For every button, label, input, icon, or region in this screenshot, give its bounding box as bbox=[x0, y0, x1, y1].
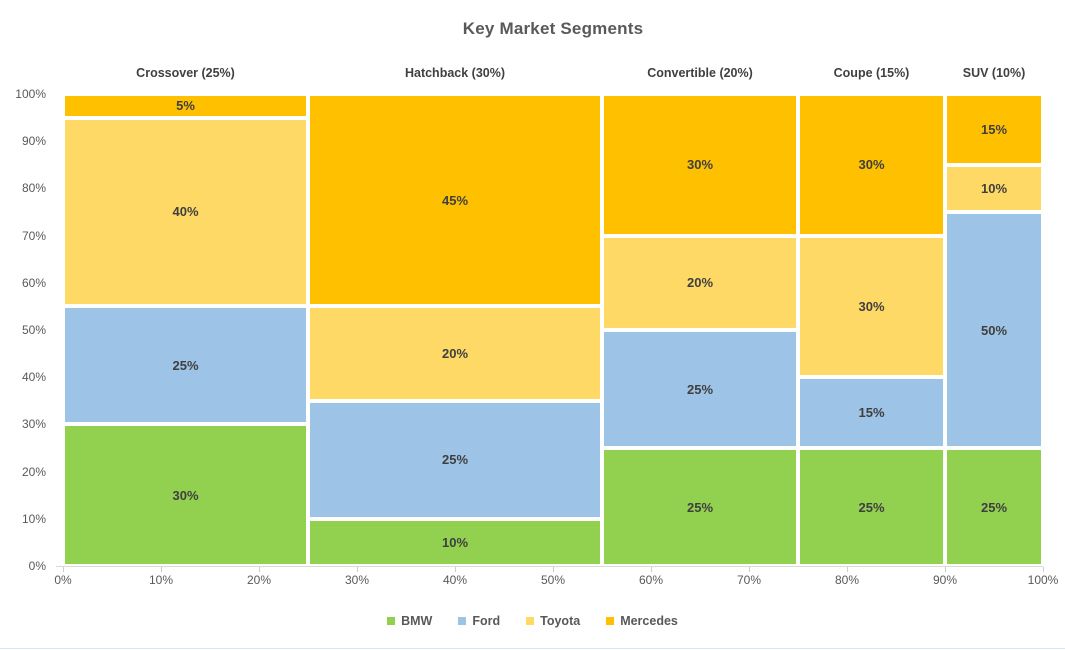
legend-label: BMW bbox=[401, 614, 433, 628]
chart-title: Key Market Segments bbox=[462, 19, 644, 38]
segment-data-label: 10% bbox=[441, 534, 469, 550]
x-tick-mark bbox=[455, 567, 456, 572]
column-header-convertible: Convertible (20%) bbox=[647, 66, 753, 80]
legend-item-bmw: BMW bbox=[387, 614, 432, 628]
y-tick-label: 0% bbox=[28, 559, 46, 573]
y-tick-label: 30% bbox=[21, 417, 46, 432]
column-header-coupe: Coupe (15%) bbox=[833, 66, 910, 80]
mekko-segment-mercedes-crossover: 5% bbox=[65, 96, 306, 116]
x-tick-mark bbox=[553, 567, 554, 572]
x-tick-label: 80% bbox=[834, 573, 860, 587]
x-tick-label: 90% bbox=[932, 573, 958, 587]
mekko-segment-ford-crossover: 25% bbox=[65, 308, 306, 423]
legend-label: Ford bbox=[472, 614, 501, 628]
x-tick-label: 50% bbox=[540, 573, 566, 587]
x-tick-label: 70% bbox=[736, 573, 762, 587]
segment-data-label: 15% bbox=[980, 121, 1008, 137]
segment-data-label: 30% bbox=[858, 157, 885, 173]
mekko-segment-bmw-suv: 25% bbox=[947, 450, 1041, 564]
segment-data-label: 10% bbox=[980, 180, 1008, 196]
mekko-segment-bmw-convertible: 25% bbox=[604, 450, 796, 564]
legend-item-ford: Ford bbox=[458, 614, 500, 628]
mekko-segment-ford-hatchback: 25% bbox=[310, 402, 600, 517]
segment-data-label: 30% bbox=[172, 487, 199, 503]
segment-data-label: 5% bbox=[176, 98, 195, 114]
legend-label: Toyota bbox=[540, 614, 581, 628]
mekko-segment-mercedes-convertible: 30% bbox=[604, 96, 796, 234]
y-tick-label: 90% bbox=[21, 134, 46, 149]
y-tick-label: 60% bbox=[21, 275, 46, 290]
legend-swatch-icon bbox=[458, 617, 467, 625]
x-tick-mark bbox=[259, 567, 260, 572]
legend-item-mercedes: Mercedes bbox=[606, 614, 678, 628]
x-tick-label: 30% bbox=[344, 573, 370, 587]
segment-data-label: 20% bbox=[441, 346, 469, 362]
mekko-segment-toyota-hatchback: 20% bbox=[310, 308, 600, 399]
x-tick-label: 40% bbox=[442, 573, 468, 587]
mekko-segment-mercedes-coupe: 30% bbox=[800, 96, 943, 234]
column-header-hatchback: Hatchback (30%) bbox=[404, 66, 506, 80]
mekko-segment-toyota-coupe: 30% bbox=[800, 237, 943, 376]
mekko-segment-ford-coupe: 15% bbox=[800, 379, 943, 446]
mekko-segment-mercedes-suv: 15% bbox=[947, 96, 1041, 163]
segment-data-label: 25% bbox=[858, 499, 885, 515]
x-tick-mark bbox=[945, 567, 946, 572]
y-tick-label: 10% bbox=[21, 511, 46, 526]
mekko-segment-mercedes-hatchback: 45% bbox=[310, 96, 600, 305]
segment-data-label: 30% bbox=[686, 157, 714, 173]
x-tick-mark bbox=[847, 567, 848, 572]
legend-label: Mercedes bbox=[620, 614, 678, 628]
y-tick-label: 20% bbox=[21, 464, 46, 479]
y-tick-label: 50% bbox=[21, 323, 46, 337]
x-tick-mark bbox=[357, 567, 358, 572]
segment-data-label: 30% bbox=[858, 298, 885, 314]
mekko-segment-toyota-convertible: 20% bbox=[604, 237, 796, 328]
column-header-suv: SUV (10%) bbox=[962, 66, 1026, 80]
mekko-segment-toyota-suv: 10% bbox=[947, 166, 1041, 210]
x-axis-line bbox=[56, 566, 1043, 567]
y-tick-label: 80% bbox=[21, 181, 46, 196]
y-tick-label: 70% bbox=[21, 228, 46, 243]
x-tick-label: 60% bbox=[638, 573, 664, 587]
mekko-segment-toyota-crossover: 40% bbox=[65, 119, 306, 305]
segment-data-label: 40% bbox=[172, 204, 199, 220]
mekko-segment-bmw-coupe: 25% bbox=[800, 450, 943, 564]
bottom-divider bbox=[0, 648, 1065, 649]
mekko-segment-bmw-crossover: 30% bbox=[65, 426, 306, 564]
x-tick-mark bbox=[651, 567, 652, 572]
mekko-segment-bmw-hatchback: 10% bbox=[310, 520, 600, 564]
segment-data-label: 50% bbox=[980, 322, 1008, 338]
segment-data-label: 20% bbox=[686, 275, 714, 291]
segment-data-label: 25% bbox=[172, 357, 199, 373]
legend: BMW Ford Toyota Mercedes bbox=[0, 611, 1065, 631]
x-tick-mark bbox=[161, 567, 162, 572]
x-tick-mark bbox=[749, 567, 750, 572]
segment-data-label: 25% bbox=[441, 452, 469, 468]
segment-data-label: 25% bbox=[980, 499, 1008, 515]
mekko-segment-ford-convertible: 25% bbox=[604, 332, 796, 446]
x-tick-label: 20% bbox=[246, 573, 272, 587]
x-tick-label: 100% bbox=[1027, 573, 1059, 587]
column-header-crossover: Crossover (25%) bbox=[136, 66, 235, 80]
mekko-segment-ford-suv: 50% bbox=[947, 214, 1041, 446]
legend-swatch-icon bbox=[387, 617, 396, 625]
x-tick-mark bbox=[63, 567, 64, 572]
x-tick-label: 10% bbox=[148, 573, 174, 587]
segment-data-label: 15% bbox=[858, 405, 885, 421]
legend-swatch-icon bbox=[606, 617, 615, 625]
y-tick-label: 40% bbox=[21, 370, 46, 385]
x-tick-label: 0% bbox=[54, 573, 72, 587]
x-tick-mark bbox=[1043, 567, 1044, 572]
segment-data-label: 45% bbox=[441, 192, 469, 208]
segment-data-label: 25% bbox=[686, 499, 714, 515]
y-tick-label: 100% bbox=[15, 87, 46, 101]
legend-swatch-icon bbox=[526, 617, 535, 625]
segment-data-label: 25% bbox=[686, 381, 714, 397]
legend-item-toyota: Toyota bbox=[526, 614, 580, 628]
